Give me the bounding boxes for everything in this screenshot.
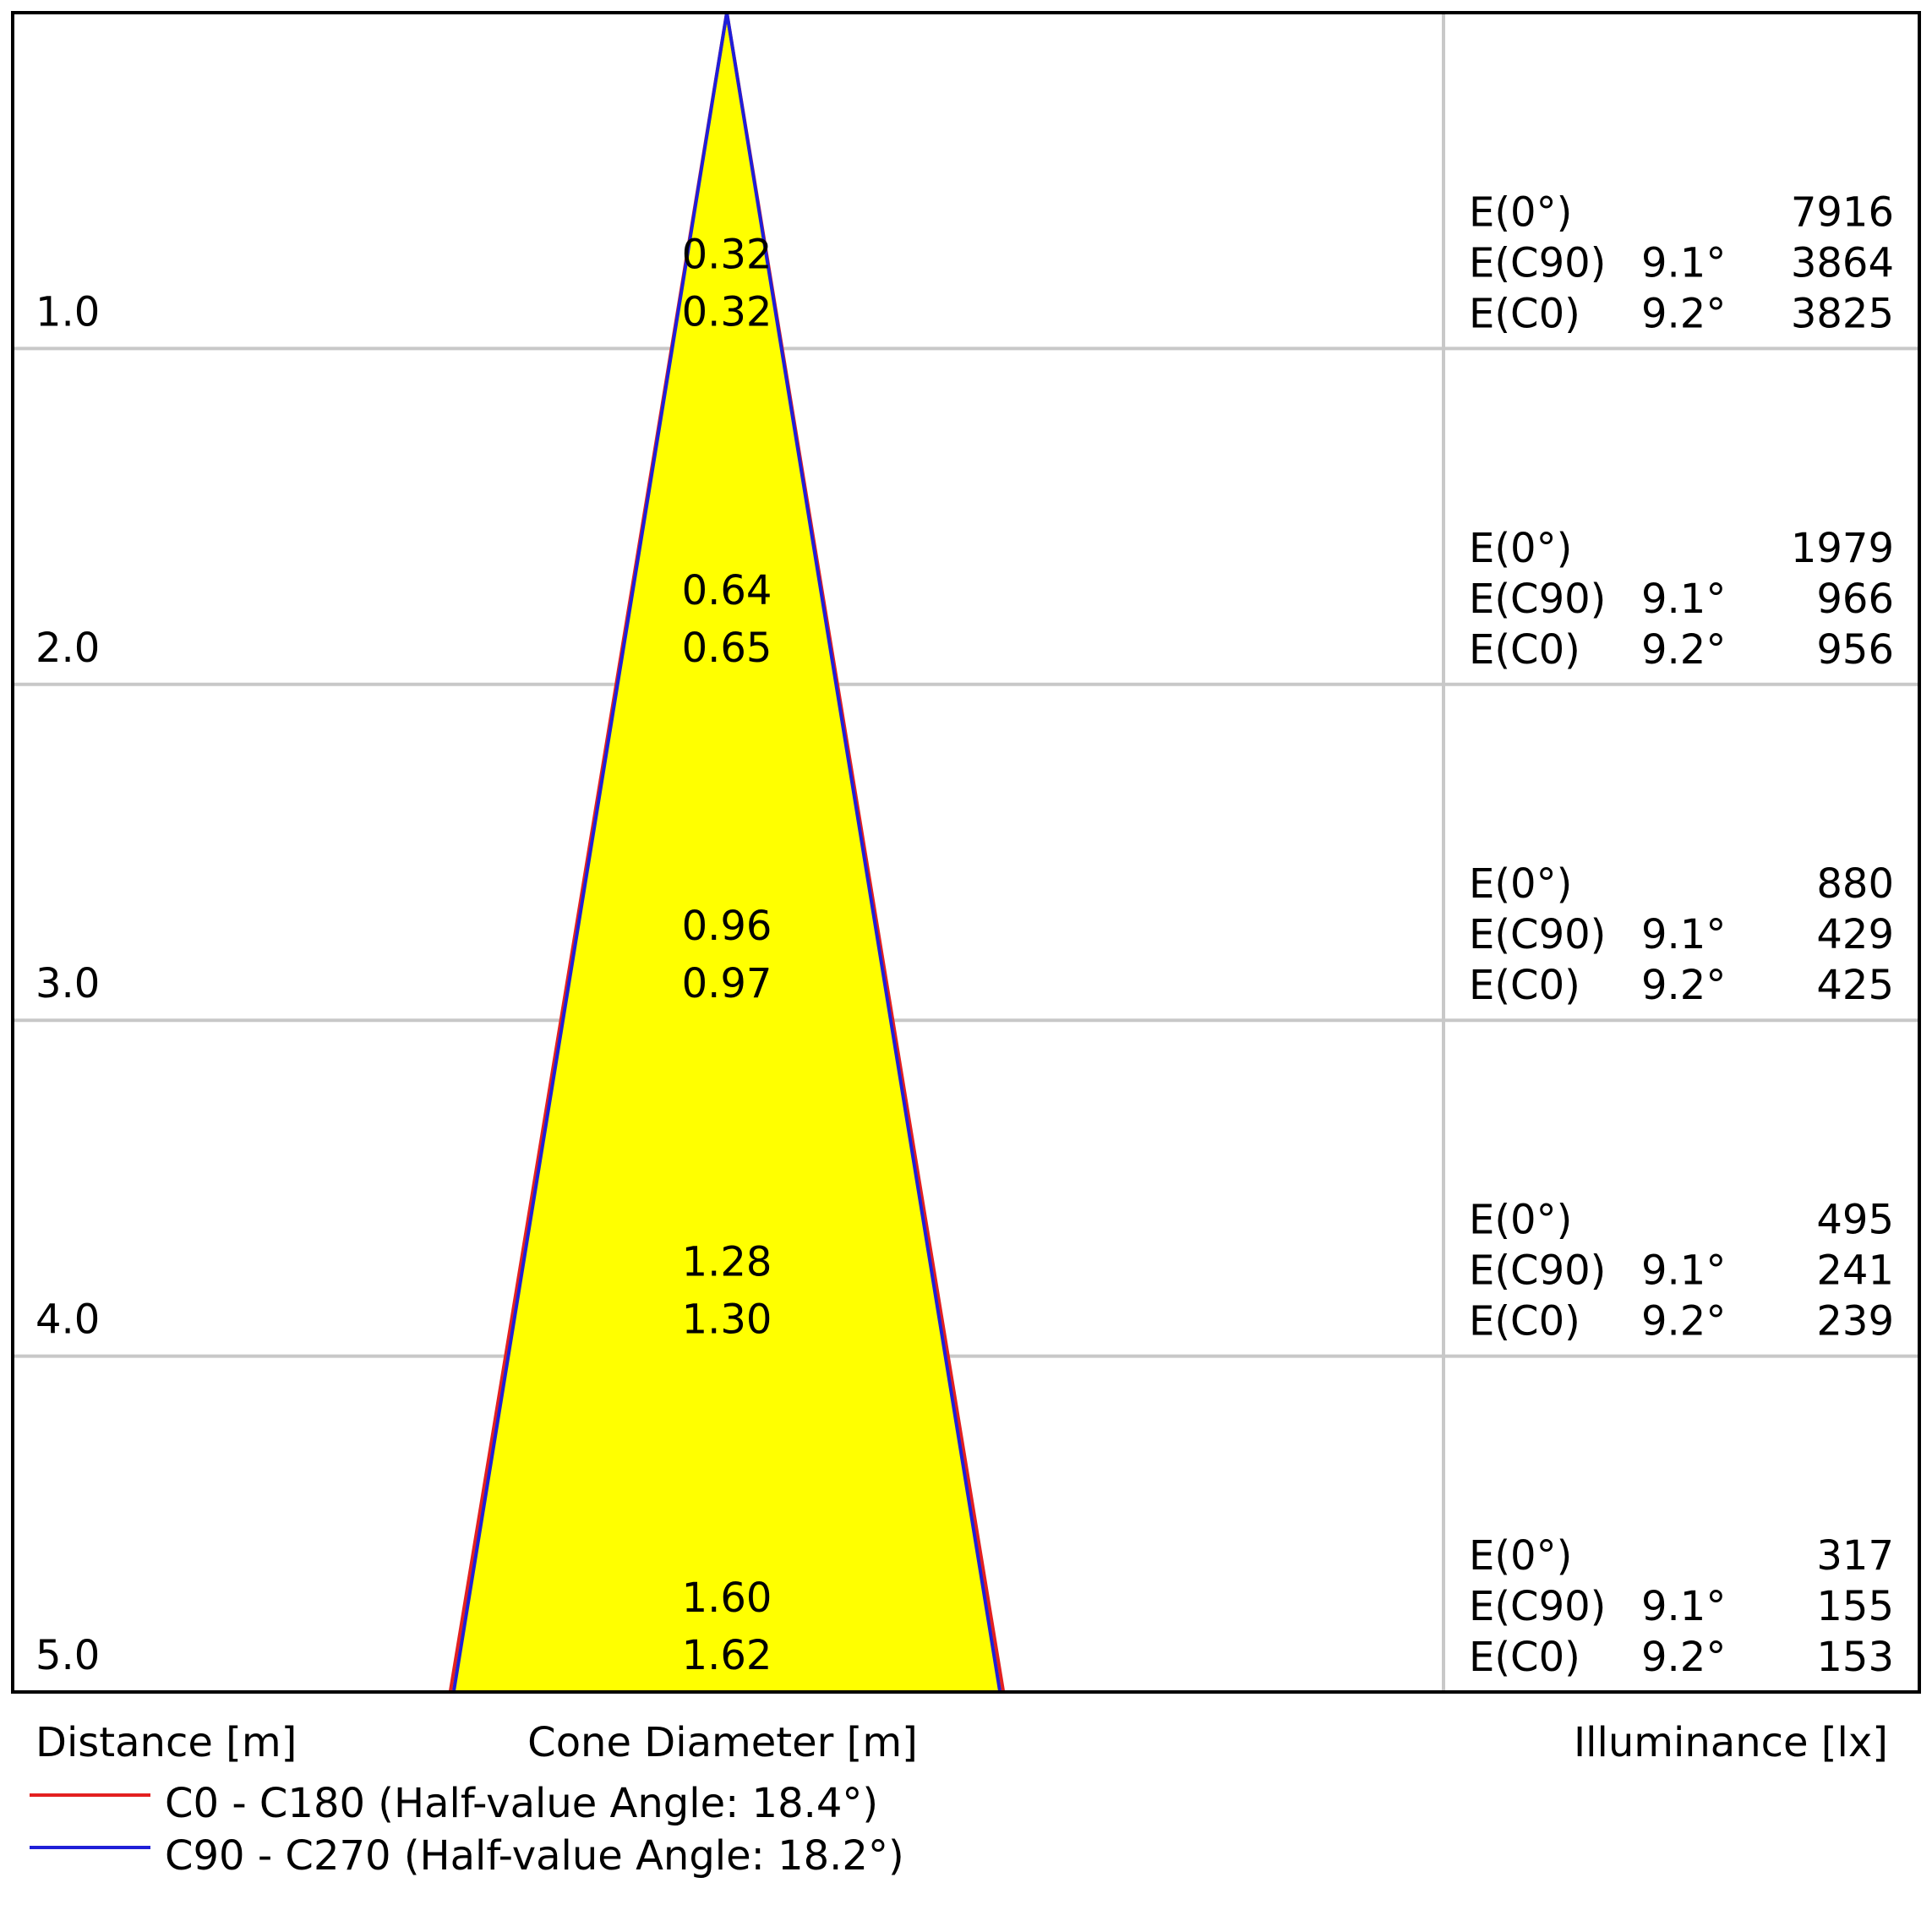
legend-label-c90-c270: C90 - C270 (Half-value Angle: 18.2°) bbox=[165, 1832, 904, 1880]
illuminance-value-c90: 3864 bbox=[1791, 239, 1894, 287]
cone-diameter-c90-label: 0.32 bbox=[682, 231, 772, 278]
illuminance-value-e0: 317 bbox=[1816, 1532, 1894, 1580]
cone-diameter-c0-label: 0.65 bbox=[682, 625, 772, 672]
cone-diameter-c0-label: 0.32 bbox=[682, 288, 772, 336]
distance-rows: 1.0 0.32 0.32 E(0°) 7916 E(C90) 9.1° 3864 E(C0) 9… bbox=[35, 188, 1894, 1681]
cone-diameter-c90-label: 0.64 bbox=[682, 567, 772, 614]
half-angle-c90: 9.1° bbox=[1641, 576, 1726, 623]
illuminance-row-label: E(C90) bbox=[1469, 911, 1606, 958]
illuminance-row-label: E(C0) bbox=[1469, 962, 1580, 1009]
half-angle-c0: 9.2° bbox=[1641, 626, 1726, 674]
illuminance-value-c90: 155 bbox=[1816, 1583, 1894, 1630]
illuminance-value-c0: 3825 bbox=[1791, 290, 1894, 337]
cone-diameter-c0-label: 1.62 bbox=[682, 1632, 772, 1679]
legend-label-c0-c180: C0 - C180 (Half-value Angle: 18.4°) bbox=[165, 1780, 878, 1827]
illuminance-row-label: E(0°) bbox=[1469, 1197, 1572, 1244]
illuminance-value-e0: 880 bbox=[1816, 860, 1894, 908]
distance-row: 2.0 0.64 0.65 E(0°) 1979 E(C90) 9.1° 966 E(C0) 9.… bbox=[35, 525, 1894, 674]
light-cone bbox=[450, 13, 1004, 1692]
illuminance-value-c90: 429 bbox=[1816, 911, 1894, 958]
cone-diameter-c0-label: 0.97 bbox=[682, 960, 772, 1007]
legend: C0 - C180 (Half-value Angle: 18.4°) C90 … bbox=[30, 1780, 904, 1880]
illuminance-row-label: E(0°) bbox=[1469, 1532, 1572, 1580]
illuminance-value-e0: 7916 bbox=[1791, 188, 1894, 236]
grid-lines bbox=[13, 13, 1919, 1692]
illuminance-row-label: E(0°) bbox=[1469, 188, 1572, 236]
cone-diameter-c90-label: 0.96 bbox=[682, 903, 772, 950]
distance-row: 5.0 1.60 1.62 E(0°) 317 E(C90) 9.1° 155 E(C0) 9.2… bbox=[35, 1532, 1894, 1681]
half-angle-c0: 9.2° bbox=[1641, 1634, 1726, 1681]
c90-c270-cone-edge-left bbox=[451, 12, 729, 1693]
illuminance-value-e0: 1979 bbox=[1791, 525, 1894, 572]
illuminance-row-label: E(0°) bbox=[1469, 860, 1572, 908]
c90-c270-cone-edge-right bbox=[725, 12, 1002, 1693]
cone-diameter-c90-label: 1.60 bbox=[682, 1575, 772, 1622]
half-angle-c90: 9.1° bbox=[1641, 1247, 1726, 1295]
distance-tick-label: 5.0 bbox=[35, 1632, 100, 1679]
distance-row: 3.0 0.96 0.97 E(0°) 880 E(C90) 9.1° 429 E(C0) 9.2… bbox=[35, 860, 1894, 1009]
illuminance-value-c0: 153 bbox=[1816, 1634, 1894, 1681]
cone-diameter-c0-label: 1.30 bbox=[682, 1296, 772, 1344]
plot-frame bbox=[11, 11, 1921, 1694]
illuminance-row-label: E(C90) bbox=[1469, 576, 1606, 623]
distance-tick-label: 4.0 bbox=[35, 1296, 100, 1344]
illuminance-row-label: E(C0) bbox=[1469, 1634, 1580, 1681]
distance-row: 4.0 1.28 1.30 E(0°) 495 E(C90) 9.1° 241 E(C0) 9.2… bbox=[35, 1197, 1894, 1345]
illuminance-value-c0: 239 bbox=[1816, 1298, 1894, 1345]
axis-label-distance: Distance [m] bbox=[35, 1719, 297, 1766]
half-angle-c90: 9.1° bbox=[1641, 239, 1726, 287]
cone-diameter-c90-label: 1.28 bbox=[682, 1239, 772, 1286]
illuminance-row-label: E(0°) bbox=[1469, 525, 1572, 572]
illuminance-row-label: E(C90) bbox=[1469, 1247, 1606, 1295]
half-angle-c0: 9.2° bbox=[1641, 962, 1726, 1009]
distance-tick-label: 2.0 bbox=[35, 625, 100, 672]
illuminance-row-label: E(C0) bbox=[1469, 1298, 1580, 1345]
illuminance-row-label: E(C0) bbox=[1469, 290, 1580, 337]
half-angle-c90: 9.1° bbox=[1641, 911, 1726, 958]
illuminance-value-c90: 241 bbox=[1816, 1247, 1894, 1295]
illuminance-value-c0: 425 bbox=[1816, 962, 1894, 1009]
illuminance-row-label: E(C0) bbox=[1469, 626, 1580, 674]
distance-row: 1.0 0.32 0.32 E(0°) 7916 E(C90) 9.1° 3864 E(C0) 9… bbox=[35, 188, 1894, 337]
half-angle-c90: 9.1° bbox=[1641, 1583, 1726, 1630]
illuminance-row-label: E(C90) bbox=[1469, 239, 1606, 287]
illuminance-value-c0: 956 bbox=[1816, 626, 1894, 674]
distance-tick-label: 3.0 bbox=[35, 960, 100, 1007]
illuminance-row-label: E(C90) bbox=[1469, 1583, 1606, 1630]
distance-tick-label: 1.0 bbox=[35, 288, 100, 336]
illuminance-value-e0: 495 bbox=[1816, 1197, 1894, 1244]
axis-label-illuminance: Illuminance [lx] bbox=[1574, 1719, 1888, 1766]
half-angle-c0: 9.2° bbox=[1641, 290, 1726, 337]
half-angle-c0: 9.2° bbox=[1641, 1298, 1726, 1345]
illuminance-value-c90: 966 bbox=[1816, 576, 1894, 623]
axis-label-cone-diameter: Cone Diameter [m] bbox=[527, 1719, 918, 1766]
